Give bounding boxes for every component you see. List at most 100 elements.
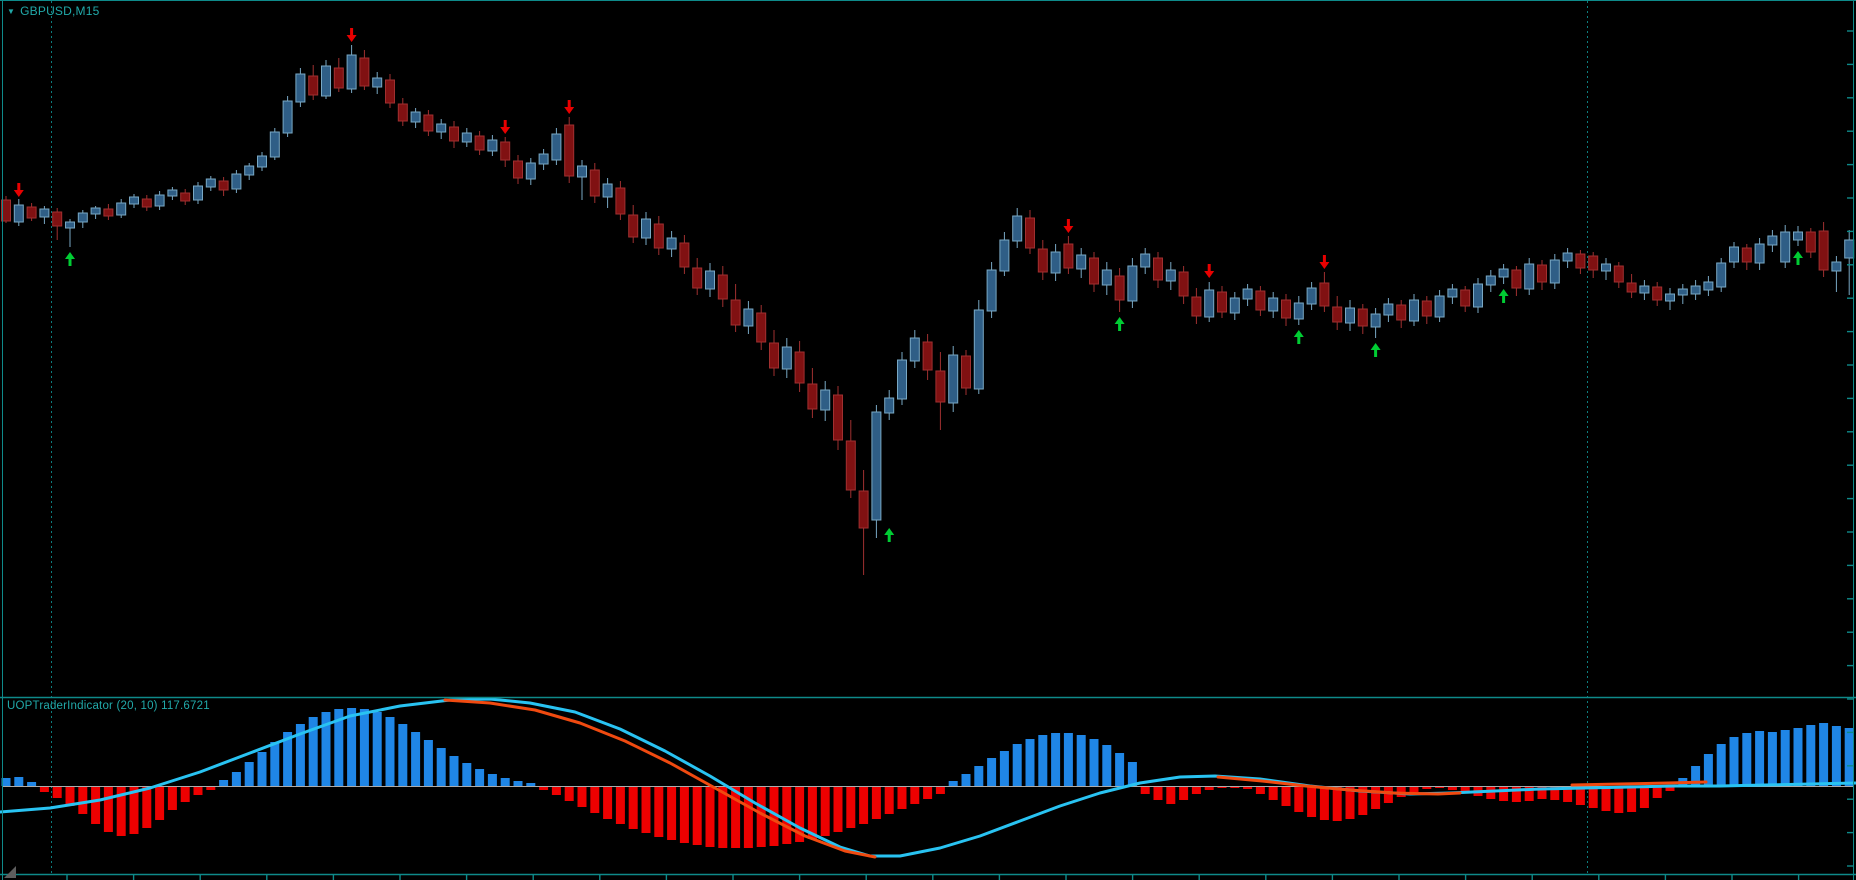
candle-up [538, 153, 549, 165]
candle-down [769, 342, 779, 369]
candle-down [1178, 271, 1189, 297]
candle-up [1690, 285, 1701, 295]
histogram-bar-up [987, 758, 997, 786]
histogram-bar-down [910, 786, 920, 804]
candle-down [1114, 275, 1125, 301]
candle-down [1217, 291, 1227, 313]
candle-up [1729, 246, 1739, 263]
candle-down [385, 79, 395, 104]
histogram-bar-up [1038, 735, 1048, 786]
histogram-bar-down [564, 786, 574, 801]
histogram-bar-up [385, 717, 395, 786]
candle-down [1741, 247, 1752, 263]
histogram-bar-up [1742, 733, 1752, 786]
histogram-bar-down [692, 786, 702, 845]
candle-up [1293, 302, 1304, 320]
histogram-bar-up [244, 762, 254, 786]
candle-down [935, 370, 946, 403]
candle-up [282, 100, 293, 134]
histogram-bar-up [1844, 728, 1854, 786]
histogram-bar-up [1102, 745, 1112, 786]
histogram-bar-down [1179, 786, 1189, 800]
candle-down [423, 114, 434, 132]
candle-down [1, 199, 11, 222]
candle-up [244, 165, 255, 176]
histogram-bar-up [398, 724, 408, 786]
candle-down [1460, 289, 1471, 307]
candle-up [13, 204, 24, 223]
indicator-slow-line [443, 698, 877, 859]
histogram-bar-up [1, 778, 11, 786]
candle-up [1101, 269, 1112, 286]
histogram-bar-down [1537, 786, 1547, 799]
candle-up [205, 178, 216, 188]
candle-down [1652, 286, 1663, 301]
candle-down [1588, 255, 1599, 271]
candle-up [781, 346, 792, 370]
candle-up [525, 162, 536, 180]
sell-arrow-icon [1063, 219, 1074, 233]
histogram-bar-down [807, 786, 817, 839]
sell-arrow-icon [1319, 255, 1330, 269]
histogram-bar-up [999, 751, 1009, 786]
histogram-bar-down [1524, 786, 1534, 801]
candle-down [692, 267, 703, 289]
histogram-bar-down [1639, 786, 1649, 808]
candle-up [1140, 253, 1151, 268]
histogram-bar-down [820, 786, 830, 836]
histogram-bar-down [705, 786, 715, 847]
candle-up [1242, 288, 1253, 300]
histogram-bar-down [39, 786, 49, 792]
histogram-bar-up [321, 712, 331, 786]
histogram-bar-down [1447, 786, 1457, 790]
sell-arrow-icon [346, 28, 357, 42]
candle-up [1306, 287, 1317, 305]
histogram-bar-down [1294, 786, 1304, 812]
histogram-bar-down [65, 786, 75, 806]
histogram-bar-up [270, 742, 280, 786]
histogram-bar-up [347, 708, 357, 786]
candle-up [1050, 251, 1061, 274]
candle-down [653, 223, 664, 249]
histogram-bar-up [219, 780, 229, 786]
histogram-bar-up [1729, 737, 1739, 786]
histogram-bar-up [1793, 728, 1803, 786]
candle-up [1447, 288, 1458, 298]
candle-up [1498, 268, 1509, 278]
candle-up [193, 185, 203, 201]
indicator-fast-line [0, 697, 1856, 858]
histogram-bar-down [206, 786, 216, 790]
buy-arrow-icon [1293, 330, 1304, 344]
histogram-bar-down [1396, 786, 1406, 797]
candle-up [90, 207, 101, 215]
histogram-bar-down [577, 786, 587, 807]
candle-up [372, 77, 383, 88]
candle-up [602, 183, 613, 198]
histogram-bar-down [782, 786, 792, 844]
histogram-bar-down [1268, 786, 1278, 800]
histogram-bar-down [1575, 786, 1585, 805]
histogram-bar-down [923, 786, 933, 799]
candle-down [794, 351, 805, 384]
histogram-bar-down [1332, 786, 1342, 821]
histogram-bar-up [1767, 732, 1777, 786]
candle-down [26, 206, 37, 219]
candle-down [730, 299, 741, 326]
candle-up [77, 212, 88, 223]
candle-down [615, 187, 626, 215]
candle-up [129, 196, 139, 205]
candle-up [1012, 215, 1023, 242]
candle-down [180, 192, 191, 202]
candle-up [743, 308, 754, 327]
histogram-bar-up [359, 709, 369, 786]
symbol-dropdown-icon[interactable]: ▼ [7, 7, 16, 16]
candle-down [1575, 253, 1586, 269]
candle-up [1677, 288, 1688, 296]
candle-up [1780, 231, 1791, 263]
candle-down [1153, 257, 1163, 281]
candle-down [858, 490, 869, 529]
candle-down [807, 383, 818, 410]
histogram-bar-down [78, 786, 88, 814]
